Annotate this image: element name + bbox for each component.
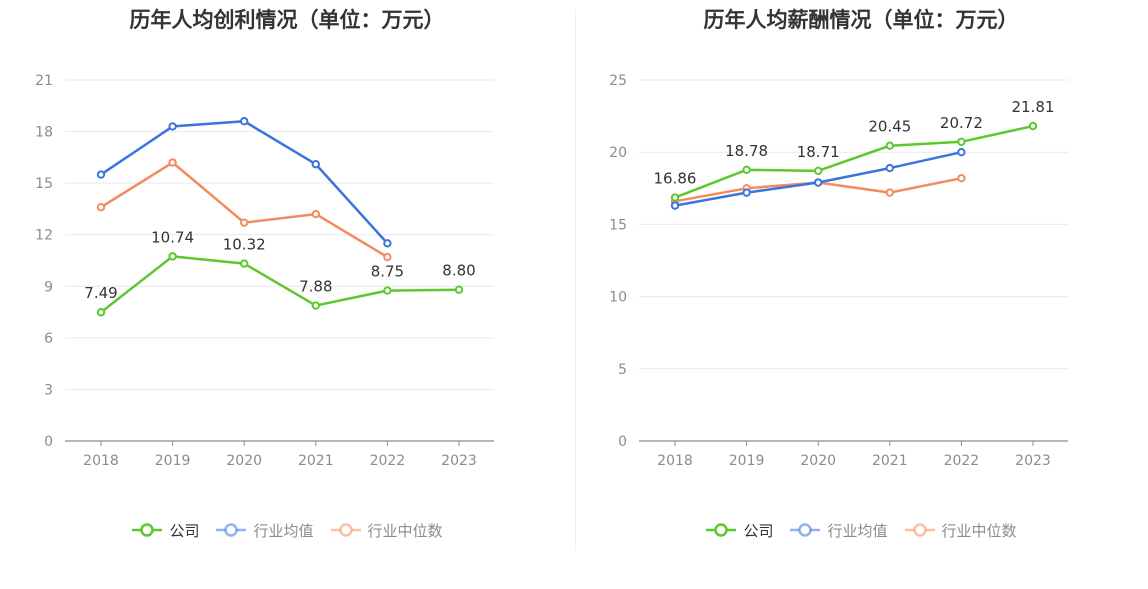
data-point[interactable] xyxy=(957,137,966,147)
y-tick-label: 21 xyxy=(35,73,53,89)
chart-plot-salary: 0 5 10 15 20 25 2018 2019 2020 2021 2022 2023 16.86 1… xyxy=(609,73,1068,469)
x-tick-label: 2023 xyxy=(1015,453,1051,469)
data-point[interactable] xyxy=(885,141,894,150)
chart-plot-profit: 0 3 6 9 12 15 18 21 2018 2019 2020 2021 2022 2023 7.49… xyxy=(35,73,494,469)
legend-swatch-icon xyxy=(790,523,821,537)
x-tick-label: 2019 xyxy=(155,453,191,469)
x-tick-label: 2023 xyxy=(441,453,477,469)
data-label: 20.72 xyxy=(940,114,983,132)
y-tick-label: 3 xyxy=(44,382,53,398)
chart-panel-salary: 历年人均薪酬情况（单位：万元） 0 5 10 15 20 25 2018 2019 2020 20… xyxy=(574,0,1148,589)
chart-legend: 公司 行业均值 行业中位数 xyxy=(574,518,1148,542)
legend-item[interactable]: 行业中位数 xyxy=(330,520,443,541)
data-point[interactable] xyxy=(957,148,966,157)
series-line xyxy=(674,124,1034,199)
y-tick-label: 5 xyxy=(618,362,627,378)
series-line xyxy=(100,255,460,314)
data-point[interactable] xyxy=(311,209,320,219)
data-point[interactable] xyxy=(383,252,392,262)
data-label: 7.88 xyxy=(299,278,332,296)
x-tick-label: 2020 xyxy=(226,453,262,469)
data-point[interactable] xyxy=(670,201,680,210)
data-point[interactable] xyxy=(383,286,392,295)
x-tick-label: 2020 xyxy=(800,453,836,469)
y-tick-label: 9 xyxy=(44,279,53,295)
data-point[interactable] xyxy=(885,188,894,197)
data-point[interactable] xyxy=(454,285,464,294)
x-tick-label: 2018 xyxy=(657,453,693,469)
y-tick-label: 20 xyxy=(609,145,627,161)
legend-label: 公司 xyxy=(743,521,774,540)
chart-legend: 公司 行业均值 行业中位数 xyxy=(0,518,574,542)
legend-label: 行业均值 xyxy=(253,521,314,540)
x-tick-label: 2019 xyxy=(729,453,765,469)
y-tick-label: 25 xyxy=(609,73,627,89)
y-tick-label: 15 xyxy=(35,176,53,192)
data-point[interactable] xyxy=(240,218,249,227)
legend-item[interactable]: 行业中位数 xyxy=(904,520,1017,541)
data-point[interactable] xyxy=(1028,121,1038,131)
legend-label: 行业中位数 xyxy=(941,521,1017,540)
data-point[interactable] xyxy=(311,301,320,310)
data-point[interactable] xyxy=(383,239,392,248)
data-point[interactable] xyxy=(885,163,894,173)
legend-swatch-icon xyxy=(904,523,935,537)
data-label: 21.81 xyxy=(1012,98,1055,116)
data-point[interactable] xyxy=(311,160,320,169)
legend-label: 公司 xyxy=(169,521,200,540)
legend-swatch-icon xyxy=(216,523,247,537)
data-point[interactable] xyxy=(96,203,106,212)
legend-label: 行业中位数 xyxy=(367,521,443,540)
legend-item[interactable]: 公司 xyxy=(705,520,773,541)
data-label: 16.86 xyxy=(654,170,697,188)
data-point[interactable] xyxy=(742,165,751,175)
legend-item[interactable]: 行业均值 xyxy=(215,520,314,541)
y-tick-label: 0 xyxy=(618,434,627,450)
data-label: 7.49 xyxy=(84,284,117,302)
data-label: 10.32 xyxy=(223,236,266,254)
data-point[interactable] xyxy=(957,173,966,183)
data-label: 8.80 xyxy=(442,262,475,280)
chart-title: 历年人均薪酬情况（单位：万元） xyxy=(703,8,1019,32)
x-tick-label: 2022 xyxy=(944,453,980,469)
data-point[interactable] xyxy=(240,117,249,126)
data-point[interactable] xyxy=(168,252,177,261)
chart-title: 历年人均创利情况（单位：万元） xyxy=(129,8,445,32)
x-tick-label: 2021 xyxy=(298,453,334,469)
data-label: 18.78 xyxy=(725,142,768,160)
legend-item[interactable]: 行业均值 xyxy=(789,520,888,541)
legend-item[interactable]: 公司 xyxy=(131,520,199,541)
data-point[interactable] xyxy=(742,188,751,197)
y-tick-label: 15 xyxy=(609,217,627,233)
data-label: 8.75 xyxy=(371,263,404,281)
data-point[interactable] xyxy=(240,259,249,268)
data-point[interactable] xyxy=(814,166,823,176)
data-label: 18.71 xyxy=(797,143,840,161)
data-point[interactable] xyxy=(96,170,106,179)
data-point[interactable] xyxy=(814,178,823,187)
data-label: 20.45 xyxy=(868,118,911,136)
x-tick-label: 2022 xyxy=(370,453,406,469)
y-tick-label: 0 xyxy=(44,434,53,450)
panel-divider xyxy=(575,10,576,550)
legend-swatch-icon xyxy=(132,523,163,537)
data-point[interactable] xyxy=(168,158,177,167)
y-tick-label: 12 xyxy=(35,228,53,244)
legend-swatch-icon xyxy=(330,523,361,537)
y-tick-label: 18 xyxy=(35,125,53,141)
chart-panel-profit: 历年人均创利情况（单位：万元） 0 3 6 9 12 15 18 21 2018 2019 2020… xyxy=(0,8,574,542)
x-tick-label: 2018 xyxy=(83,453,119,469)
x-tick-label: 2021 xyxy=(872,453,908,469)
data-point[interactable] xyxy=(96,308,106,317)
data-label: 10.74 xyxy=(151,228,194,246)
y-tick-label: 6 xyxy=(44,331,53,347)
data-point[interactable] xyxy=(670,193,680,202)
legend-label: 行业均值 xyxy=(827,521,888,540)
y-tick-label: 10 xyxy=(609,290,627,306)
data-point[interactable] xyxy=(168,122,177,131)
legend-swatch-icon xyxy=(706,523,737,537)
